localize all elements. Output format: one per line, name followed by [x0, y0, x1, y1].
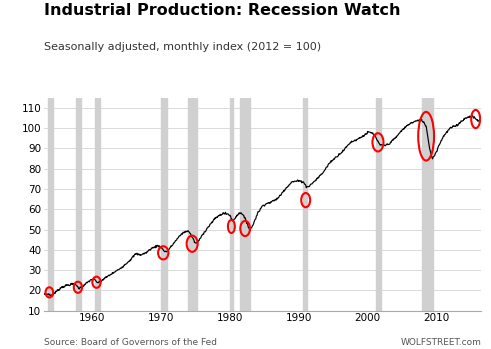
Bar — [95, 98, 100, 311]
Bar — [76, 98, 81, 311]
Text: Industrial Production: Recession Watch: Industrial Production: Recession Watch — [44, 3, 401, 18]
Text: Seasonally adjusted, monthly index (2012 = 100): Seasonally adjusted, monthly index (2012… — [44, 42, 321, 52]
Bar — [188, 98, 197, 311]
Bar — [161, 98, 167, 311]
Bar — [240, 98, 250, 311]
Bar — [303, 98, 307, 311]
Bar — [376, 98, 381, 311]
Text: Source: Board of Governors of the Fed: Source: Board of Governors of the Fed — [44, 338, 217, 347]
Bar — [230, 98, 233, 311]
Text: WOLFSTREET.com: WOLFSTREET.com — [400, 338, 481, 347]
Bar — [48, 98, 54, 311]
Bar — [422, 98, 433, 311]
